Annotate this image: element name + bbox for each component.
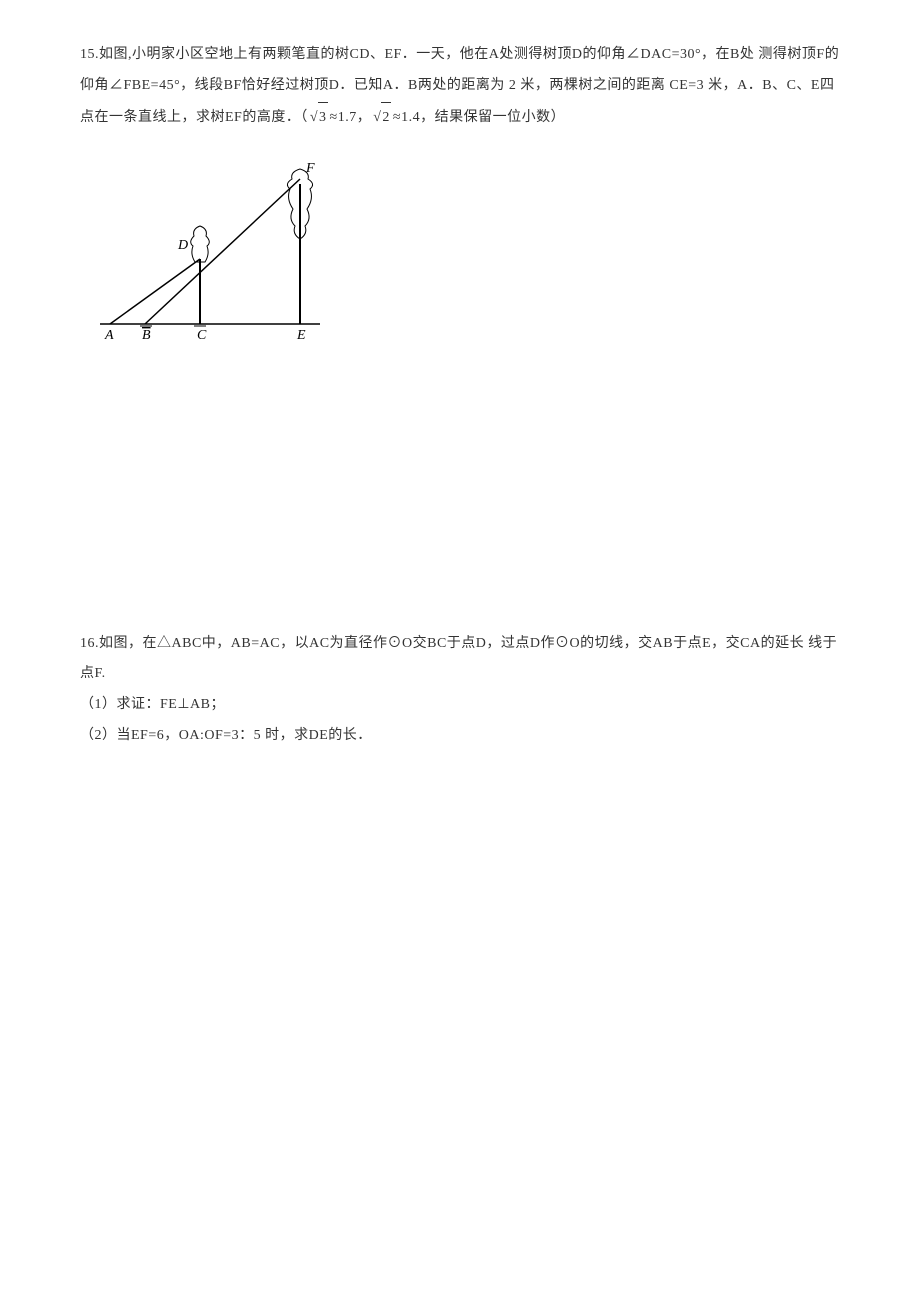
problem-15-figure: A B C D E F <box>90 154 840 349</box>
label-D: D <box>177 238 188 253</box>
label-E: E <box>296 328 306 343</box>
problem-16-sub1: （1）求证：FE⊥AB； <box>80 690 840 721</box>
problem-16-text: 16.如图，在△ABC中，AB=AC，以AC为直径作⊙O交BC于点D，过点D作⊙… <box>80 629 840 691</box>
triangle-tree-diagram: A B C D E F <box>90 154 330 344</box>
label-B: B <box>142 328 151 343</box>
problem-16-line1: 16.如图，在△ABC中，AB=AC，以AC为直径作⊙O交BC于点D，过点D作⊙… <box>80 636 804 651</box>
label-C: C <box>197 328 207 343</box>
problem-15-line1: 15.如图,小明家小区空地上有两颗笔直的树CD、EF．一天，他在A处测得树顶D的… <box>80 47 754 62</box>
problem-15-line3b: ≈1.7， <box>330 110 372 125</box>
problem-15-text: 15.如图,小明家小区空地上有两颗笔直的树CD、EF．一天，他在A处测得树顶D的… <box>80 40 840 134</box>
label-F: F <box>305 161 315 176</box>
sqrt3-symbol: √3 <box>310 102 328 134</box>
label-A: A <box>104 328 114 343</box>
sqrt2-symbol: √2 <box>373 102 391 134</box>
problem-16-sub2: （2）当EF=6，OA:OF=3：5 时，求DE的长． <box>80 721 840 752</box>
problem-15: 15.如图,小明家小区空地上有两颗笔直的树CD、EF．一天，他在A处测得树顶D的… <box>80 40 840 349</box>
problem-16: 16.如图，在△ABC中，AB=AC，以AC为直径作⊙O交BC于点D，过点D作⊙… <box>80 629 840 752</box>
problem-15-line3c: ≈1.4，结果保留一位小数） <box>393 110 565 125</box>
